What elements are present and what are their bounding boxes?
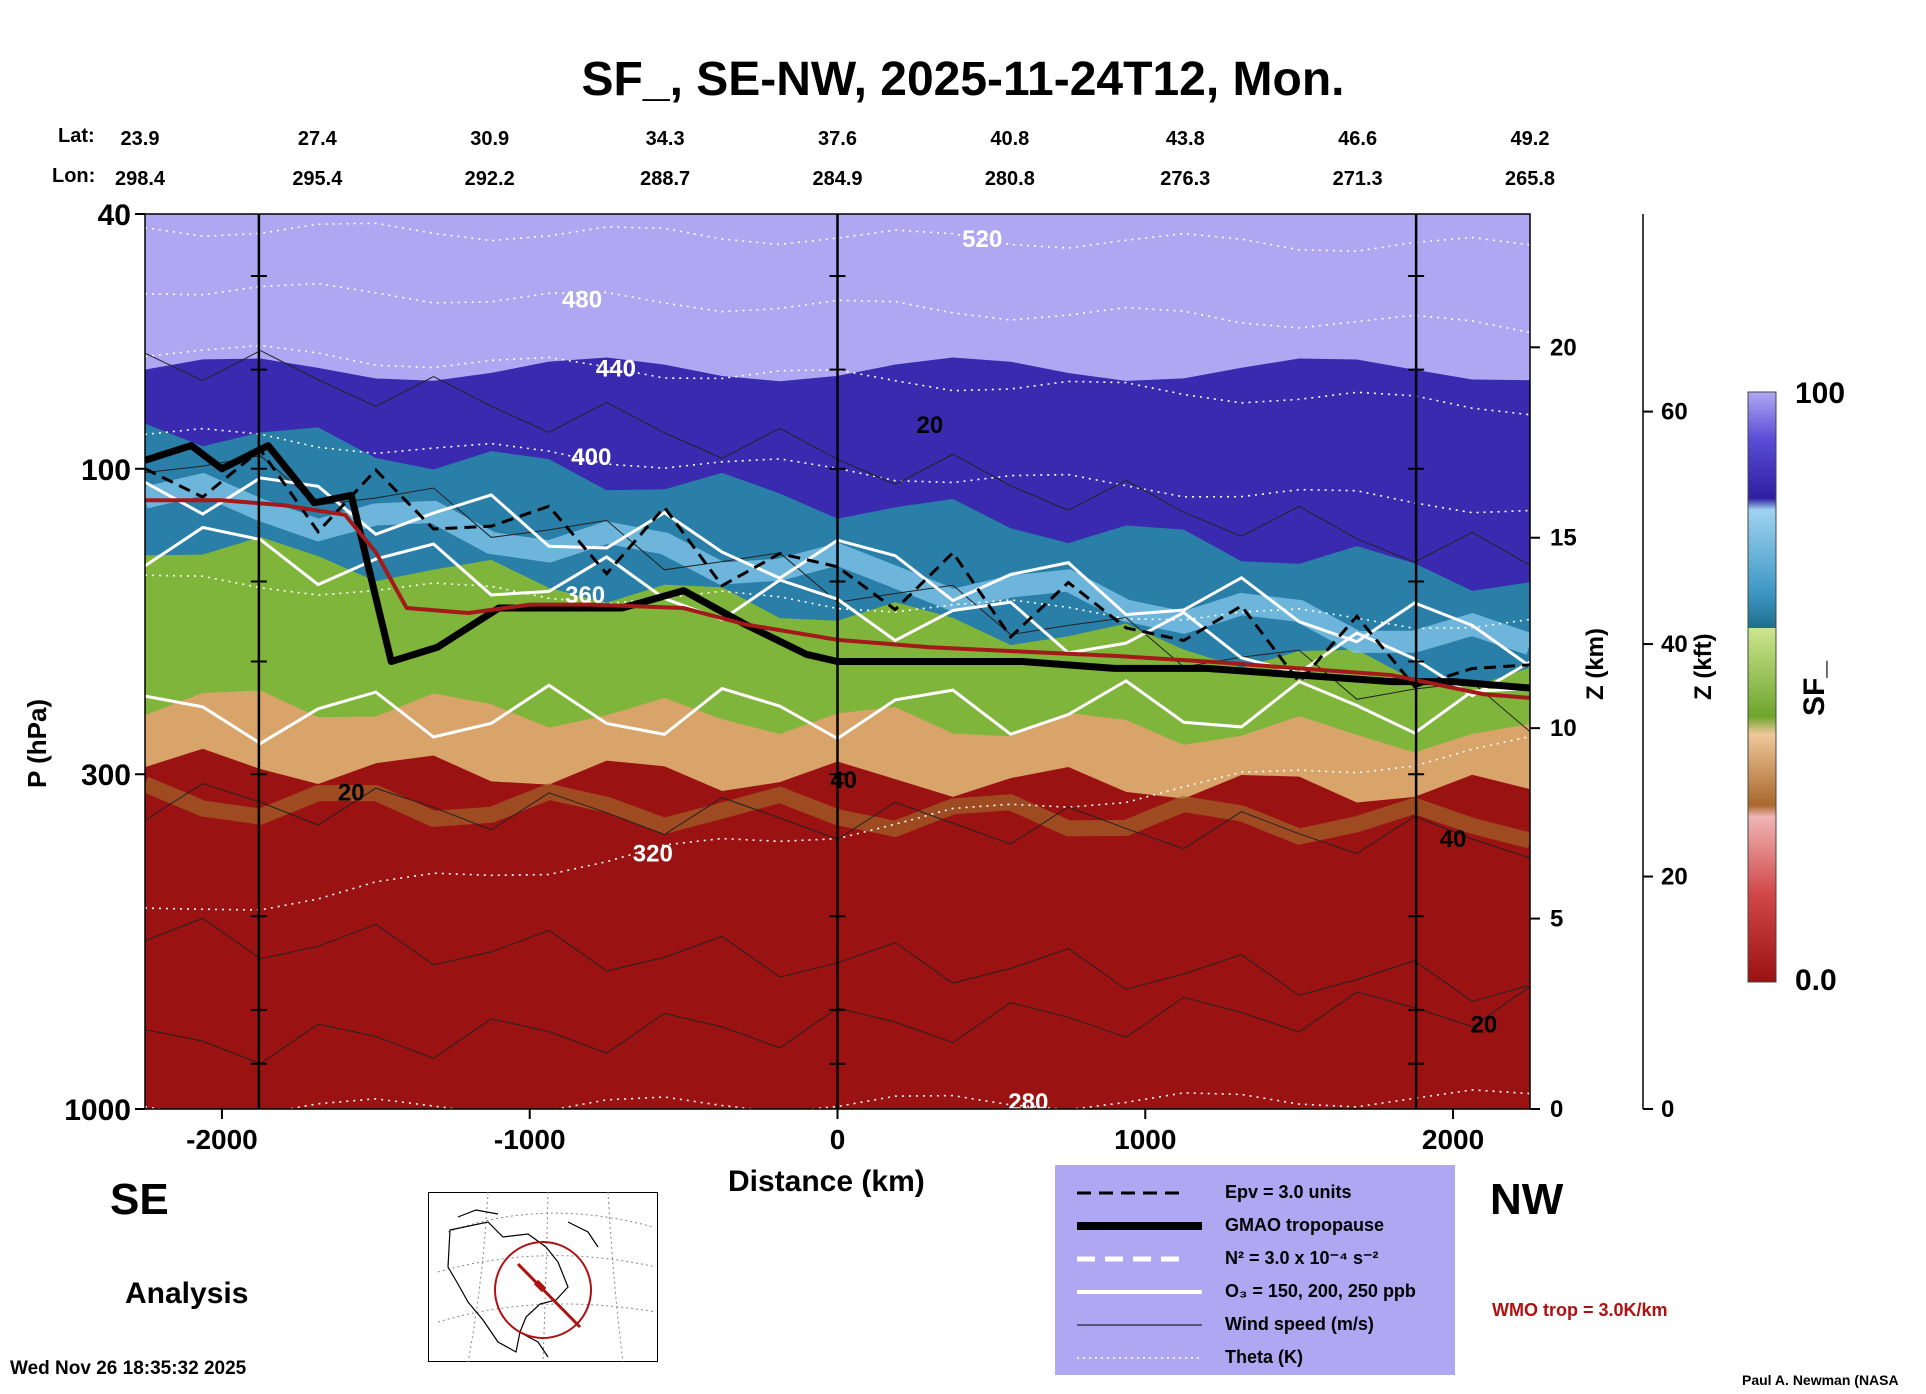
lat-row-label: Lat: (58, 125, 95, 147)
lat-value: 43.8 (1166, 128, 1205, 150)
timestamp: Wed Nov 26 18:35:32 2025 (10, 1358, 247, 1379)
lat-value: 40.8 (990, 128, 1029, 150)
z-kft-tick-label: 0 (1661, 1096, 1674, 1123)
x-tick-label: 2000 (1422, 1124, 1484, 1155)
lon-value: 288.7 (640, 168, 690, 190)
lat-value: 34.3 (646, 128, 685, 150)
lon-value: 265.8 (1505, 168, 1555, 190)
y-tick-label: 1000 (64, 1094, 131, 1127)
y-tick-label: 100 (81, 454, 131, 487)
legend: Epv = 3.0 units GMAO tropopause N² = 3.0… (1055, 1165, 1455, 1375)
x-tick-label: -2000 (186, 1124, 258, 1155)
z-km-tick-label: 5 (1550, 906, 1563, 933)
theta-label-320: 320 (633, 840, 673, 867)
lon-value: 280.8 (985, 168, 1035, 190)
lon-value: 276.3 (1160, 168, 1210, 190)
lat-value: 49.2 (1511, 128, 1550, 150)
z-km-tick-label: 20 (1550, 334, 1577, 361)
north-america-outline (447, 1221, 569, 1353)
lat-value: 37.6 (818, 128, 857, 150)
x-tick-label: 0 (830, 1124, 846, 1155)
y-tick-label: 40 (98, 199, 131, 232)
theta-280 (145, 1089, 1530, 1109)
lon-value: 271.3 (1333, 168, 1383, 190)
chart-title: SF_, SE-NW, 2025-11-24T12, Mon. (581, 53, 1345, 106)
wind-label-3: 20 (1470, 1012, 1497, 1039)
lon-value: 284.9 (812, 168, 862, 190)
lon-row-label: Lon: (52, 165, 96, 187)
theta-440 (145, 344, 1530, 416)
wind-label-1: 40 (830, 767, 857, 794)
wmo-tropopause-line (145, 498, 1530, 700)
theta-label-480: 480 (562, 287, 602, 314)
legend-o3-label: O₃ = 150, 200, 250 ppb (1225, 1281, 1416, 1301)
colorbar-min-label: 0.0 (1795, 964, 1837, 997)
wmo-trop-label: WMO trop = 3.0K/km (1492, 1300, 1668, 1320)
x-tick-label: -1000 (494, 1124, 566, 1155)
lat-value: 46.6 (1338, 128, 1377, 150)
z-kft-axis-title: Z (kft) (1690, 633, 1717, 700)
wind-label-0: 20 (916, 412, 943, 439)
y-tick-label: 300 (81, 759, 131, 792)
lon-value: 295.4 (292, 168, 343, 190)
z-kft-tick-label: 60 (1661, 399, 1688, 426)
theta-label-440: 440 (596, 356, 636, 383)
colorbar-title: SF_ (1798, 660, 1831, 716)
lon-value: 298.4 (115, 168, 166, 190)
z-kft-tick-label: 40 (1661, 631, 1688, 658)
colorbar-max-label: 100 (1795, 377, 1846, 410)
x-axis-title: Distance (km) (728, 1165, 925, 1198)
gmao-tropopause-line (145, 442, 1530, 692)
epv-contour (145, 447, 1530, 689)
z-km-tick-label: 15 (1550, 525, 1577, 552)
lat-value: 23.9 (121, 128, 160, 150)
legend-epv-label: Epv = 3.0 units (1225, 1182, 1352, 1202)
theta-480 (145, 282, 1530, 334)
cross-section-track (516, 1262, 582, 1329)
wind-label-4: 20 (338, 780, 365, 807)
legend-gmao-label: GMAO tropopause (1225, 1215, 1385, 1235)
analysis-label: Analysis (125, 1277, 249, 1310)
theta-label-520: 520 (962, 226, 1002, 253)
credit: Paul A. Newman (NASA (1742, 1372, 1899, 1388)
legend-theta-label: Theta (K) (1225, 1347, 1303, 1367)
lat-value: 30.9 (470, 128, 509, 150)
lat-value: 27.4 (298, 128, 338, 150)
z-km-tick-label: 10 (1550, 715, 1577, 742)
z-km-axis-title: Z (km) (1582, 628, 1609, 700)
x-tick-label: 1000 (1114, 1124, 1176, 1155)
theta-label-400: 400 (571, 444, 611, 471)
theta-520 (145, 222, 1530, 252)
legend-wind-label: Wind speed (m/s) (1225, 1314, 1374, 1334)
legend-n2-label: N² = 3.0 x 10⁻⁴ s⁻² (1225, 1248, 1379, 1268)
nw-direction-label: NW (1490, 1175, 1564, 1224)
inset-map (428, 1192, 658, 1362)
theta-label-280: 280 (1008, 1089, 1048, 1116)
colorbar (1747, 391, 1777, 983)
lon-value: 292.2 (465, 168, 515, 190)
z-km-tick-label: 0 (1550, 1096, 1563, 1123)
cross-section-range-circle (494, 1241, 592, 1339)
se-direction-label: SE (110, 1175, 169, 1224)
wind-label-2: 40 (1440, 826, 1467, 853)
y-axis-title: P (hPa) (22, 698, 52, 788)
z-kft-tick-label: 20 (1661, 864, 1688, 891)
